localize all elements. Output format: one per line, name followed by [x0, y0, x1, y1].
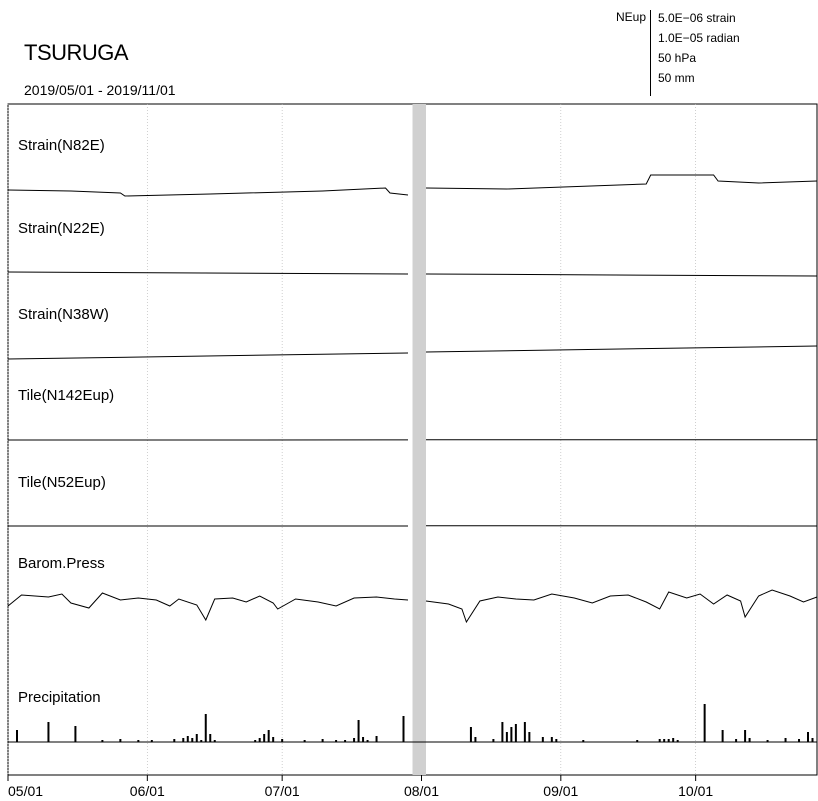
- series-label: Precipitation: [18, 689, 101, 706]
- series-line: [425, 345, 818, 353]
- series-line: [7, 352, 409, 360]
- x-tick-label: 05/01: [8, 783, 43, 799]
- series-label: Strain(N82E): [18, 137, 105, 154]
- series-line: [7, 187, 409, 197]
- series-label: Strain(N22E): [18, 220, 105, 237]
- x-tick-label: 08/01: [404, 783, 439, 799]
- series-label: Tile(N52Eup): [18, 474, 106, 491]
- series-line: [7, 271, 409, 275]
- series-line: [425, 273, 818, 277]
- scale-divider: [650, 10, 651, 96]
- scale-radian: 1.0E−05 radian: [658, 31, 740, 45]
- x-tick-label: 10/01: [678, 783, 713, 799]
- data-gap-band: [412, 104, 426, 775]
- scale-strain: 5.0E−06 strain: [658, 11, 736, 25]
- series-label: Tile(N142Eup): [18, 387, 114, 404]
- x-tick-label: 07/01: [265, 783, 300, 799]
- series-line: [425, 174, 818, 190]
- series-label: Barom.Press: [18, 555, 105, 572]
- series-label: Strain(N38W): [18, 306, 109, 323]
- x-tick-label: 06/01: [130, 783, 165, 799]
- series-line: [425, 589, 818, 624]
- date-range: 2019/05/01 - 2019/11/01: [24, 82, 176, 98]
- scale-pressure: 50 hPa: [658, 51, 697, 65]
- scale-precipitation: 50 mm: [658, 71, 695, 85]
- scale-orientation-label: NEup: [615, 10, 646, 24]
- station-title: TSURUGA: [24, 40, 129, 65]
- scale-values: 5.0E−06 strain 1.0E−05 radian 50 hPa 50 …: [658, 10, 798, 90]
- x-tick-label: 09/01: [543, 783, 578, 799]
- series-line: [7, 592, 409, 622]
